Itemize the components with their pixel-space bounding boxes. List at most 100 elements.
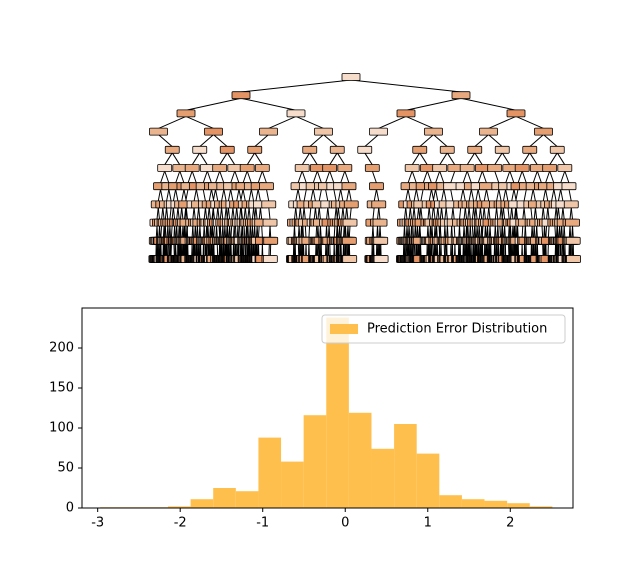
tree-edge (503, 189, 505, 201)
tree-edge (256, 189, 258, 201)
tree-node (330, 146, 344, 153)
tree-edge (196, 189, 198, 201)
tree-node (425, 128, 443, 135)
tree-edge (247, 171, 251, 183)
tree-edge (380, 226, 381, 238)
tree-edge (170, 226, 171, 238)
tree-edge (532, 226, 533, 238)
tree-edge (442, 207, 443, 219)
tree-node (420, 165, 434, 172)
tree-edge (495, 226, 496, 238)
tree-edge (348, 226, 349, 238)
tree-edge (317, 171, 321, 183)
tree-edge (467, 171, 471, 183)
tree-edge (172, 153, 180, 165)
tree-edge (237, 207, 238, 219)
x-tick-label: -1 (256, 516, 269, 531)
tree-edge (489, 116, 517, 128)
tree-edge (252, 226, 253, 238)
tree-edge (420, 135, 434, 147)
tree-edge (220, 153, 228, 165)
tree-node (433, 165, 447, 172)
tree-edge (470, 226, 471, 238)
x-tick-label: 0 (341, 516, 349, 531)
tree-edge (233, 207, 234, 219)
tree-edge (544, 226, 545, 238)
tree-edge (337, 153, 345, 165)
tree-edge (216, 171, 220, 183)
tree-node (342, 237, 356, 244)
tree-node (342, 74, 360, 81)
tree-edge (300, 207, 301, 219)
tree-edge (165, 171, 169, 183)
tree-edge (199, 207, 200, 219)
tree-edge (525, 226, 526, 238)
tree-edge (490, 226, 491, 238)
tree-edge (560, 226, 561, 238)
tree-node (262, 201, 276, 208)
tree-edge (266, 189, 268, 201)
tree-edge (447, 153, 455, 165)
tree-edge (345, 226, 346, 238)
y-tick-label: 200 (49, 341, 74, 356)
tree-edge (533, 171, 537, 183)
tree-edge (488, 226, 489, 238)
tree-edge (213, 226, 214, 238)
tree-edge (412, 171, 416, 183)
tree-edge (502, 226, 503, 238)
tree-edge (159, 135, 173, 147)
tree-edge (376, 189, 378, 201)
tree-node (372, 201, 386, 208)
tree-node (373, 219, 387, 226)
tree-edge (294, 226, 295, 238)
tree-edge (228, 207, 229, 219)
tree-edge (324, 135, 338, 147)
tree-edge (316, 226, 317, 238)
tree-edge (302, 153, 310, 165)
tree-edge (546, 226, 547, 238)
tree-node (558, 165, 572, 172)
tree-edge (313, 189, 315, 201)
tree-edge (176, 171, 180, 183)
tree-edge (475, 153, 483, 165)
tree-edge (192, 153, 200, 165)
tree-edge (373, 207, 374, 219)
tree-edge (319, 189, 321, 201)
tree-node (495, 146, 509, 153)
tree-node (263, 256, 277, 263)
tree-node (150, 128, 168, 135)
tree-edge (328, 207, 329, 219)
tree-edge (200, 226, 201, 238)
tree-edge (530, 153, 538, 165)
tree-node (413, 146, 427, 153)
tree-edge (258, 171, 262, 183)
tree-edge (237, 189, 239, 201)
tree-edge (442, 189, 444, 201)
tree-edge (554, 189, 556, 201)
tree-edge (414, 189, 416, 201)
tree-node (374, 256, 388, 263)
tree-edge (180, 226, 181, 238)
tree-edge (330, 171, 334, 183)
tree-edge (161, 226, 162, 238)
tree-edge (305, 226, 306, 238)
tree-edge (497, 207, 498, 219)
tree-edge (406, 207, 407, 219)
tree-edge (489, 207, 490, 219)
tree-node (515, 165, 529, 172)
tree-edge (304, 189, 306, 201)
bar (236, 491, 259, 508)
tree-edge (157, 226, 158, 238)
tree-edge (412, 226, 413, 238)
tree-edge (262, 171, 266, 183)
tree-edge (407, 226, 408, 238)
tree-edge (340, 226, 341, 238)
tree-edge (440, 153, 448, 165)
tree-node (523, 146, 537, 153)
tree-edge (296, 116, 324, 128)
tree-edge (555, 226, 556, 238)
tree-edge (406, 98, 461, 110)
tree-edge (517, 226, 518, 238)
tree-edge (193, 226, 194, 238)
tree-node (342, 183, 356, 190)
